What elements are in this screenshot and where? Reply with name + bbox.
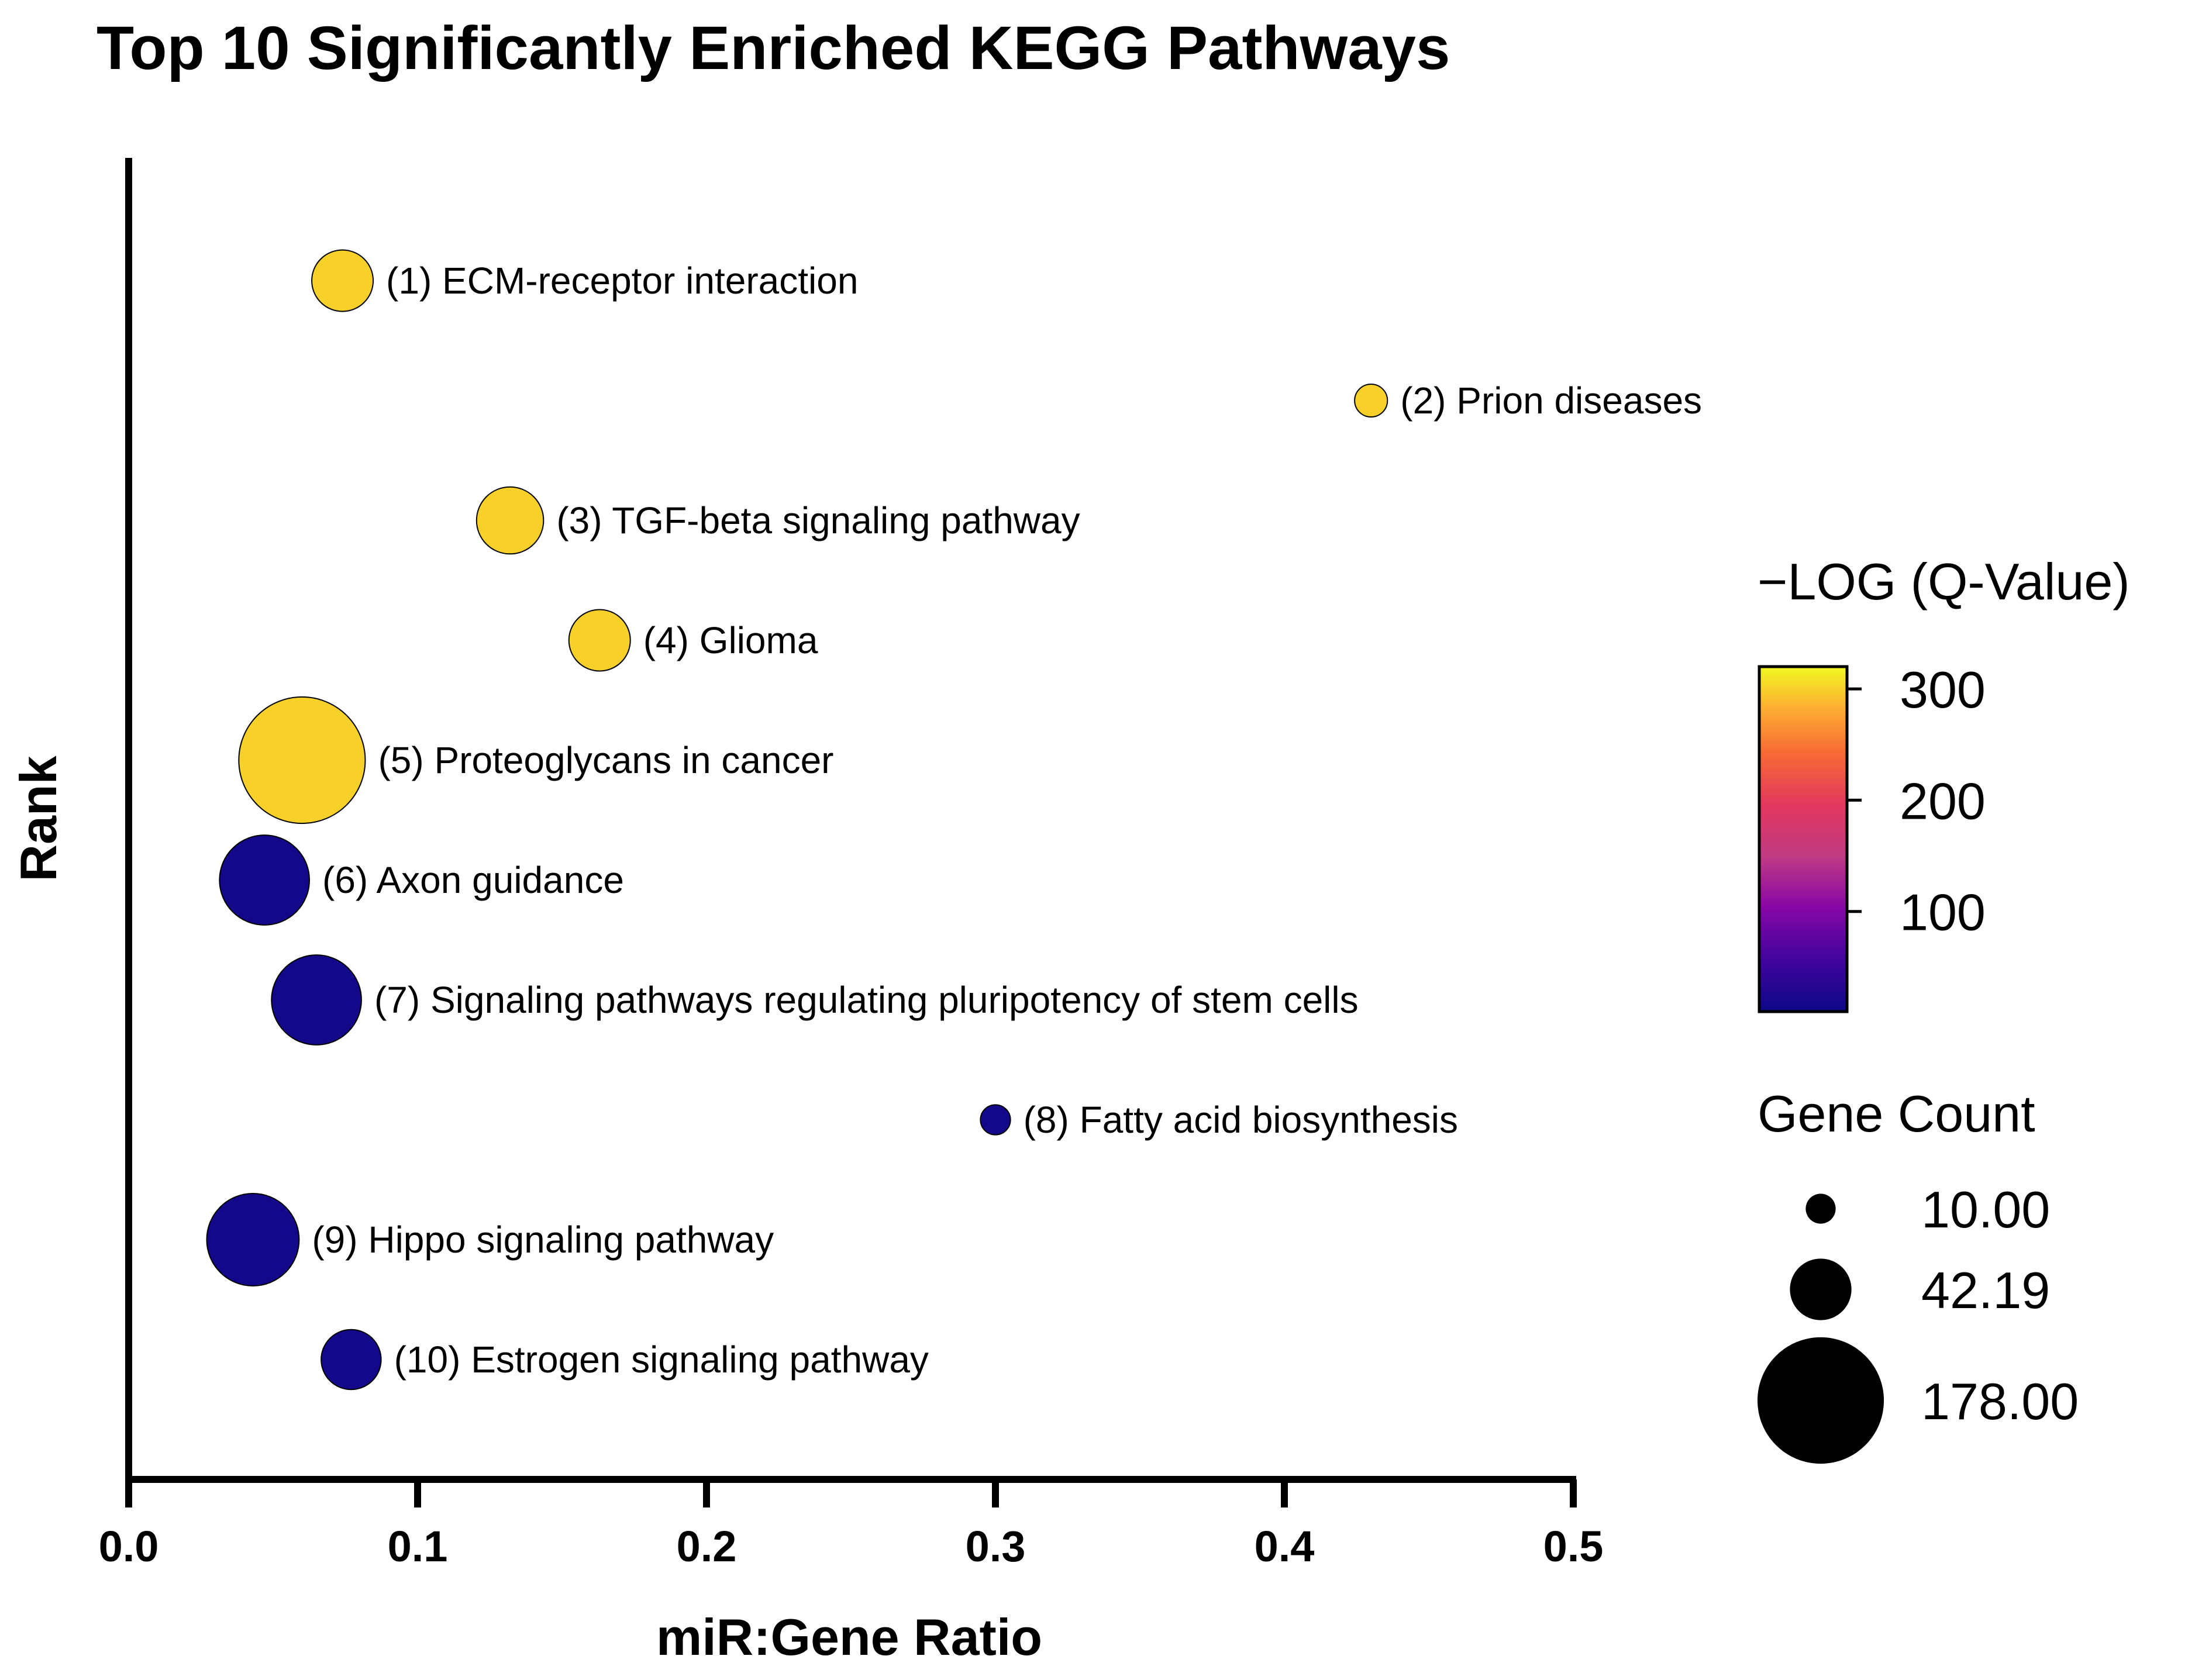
chart-title: Top 10 Significantly Enriched KEGG Pathw… [97, 14, 1450, 82]
bubble [311, 249, 374, 312]
bubble-label: (8) Fatty acid biosynthesis [1024, 1099, 1458, 1141]
size-legend-bubble [1805, 1193, 1836, 1224]
colorbar-tick-label: 100 [1900, 884, 1986, 941]
bubble [1354, 383, 1388, 418]
size-legend-bubble [1790, 1258, 1852, 1320]
bubble [980, 1104, 1011, 1136]
color-legend: −LOG (Q-Value) 300 200 100 [1758, 553, 2130, 1013]
x-tick-label: 0.1 [388, 1522, 448, 1571]
colorbar-tick-label: 200 [1900, 772, 1986, 830]
size-legend-label: 42.19 [1921, 1261, 2050, 1319]
bubble [206, 1193, 300, 1286]
x-tick-label: 0.2 [677, 1522, 737, 1571]
bubble-label: (10) Estrogen signaling pathway [394, 1339, 929, 1381]
bubble-label: (3) TGF-beta signaling pathway [556, 499, 1080, 541]
bubble [238, 696, 366, 825]
size-legend-bubble [1757, 1337, 1884, 1464]
bubble-label: (5) Proteoglycans in cancer [378, 739, 833, 781]
bubble-label: (2) Prion diseases [1400, 380, 1702, 422]
size-legend-title: Gene Count [1758, 1085, 2035, 1143]
bubbles: (1) ECM-receptor interaction (2) Prion di… [206, 249, 1702, 1391]
size-legend-label: 10.00 [1921, 1181, 2050, 1239]
bubble [568, 609, 631, 672]
colorbar-ticks: 300 200 100 [1847, 661, 1986, 941]
x-tick-label: 0.3 [966, 1522, 1026, 1571]
colorbar [1758, 665, 1849, 1013]
color-legend-title: −LOG (Q-Value) [1758, 553, 2130, 610]
bubble-label: (7) Signaling pathways regulating plurip… [374, 979, 1359, 1021]
size-legend-entries: 10.00 42.19 178.00 [1757, 1181, 2079, 1464]
x-ticks: 0.0 0.1 0.2 0.3 0.4 0.5 [99, 1479, 1604, 1571]
x-tick-label: 0.0 [99, 1522, 159, 1571]
y-axis-title: Rank [9, 755, 67, 881]
axes [125, 158, 1576, 1483]
x-tick-label: 0.5 [1543, 1522, 1604, 1571]
bubble [475, 486, 545, 555]
bubble-label: (1) ECM-receptor interaction [386, 260, 858, 302]
size-legend-label: 178.00 [1921, 1372, 2079, 1430]
size-legend: Gene Count 10.00 42.19 178.00 [1757, 1085, 2079, 1464]
bubble [219, 834, 311, 926]
bubble [271, 954, 362, 1046]
bubble [321, 1329, 382, 1391]
x-axis-title: miR:Gene Ratio [656, 1608, 1042, 1666]
x-tick-label: 0.4 [1255, 1522, 1315, 1571]
bubble-label: (9) Hippo signaling pathway [312, 1219, 774, 1261]
colorbar-tick-label: 300 [1900, 661, 1986, 719]
bubble-label: (6) Axon guidance [322, 859, 624, 901]
bubble-label: (4) Glioma [643, 619, 818, 661]
